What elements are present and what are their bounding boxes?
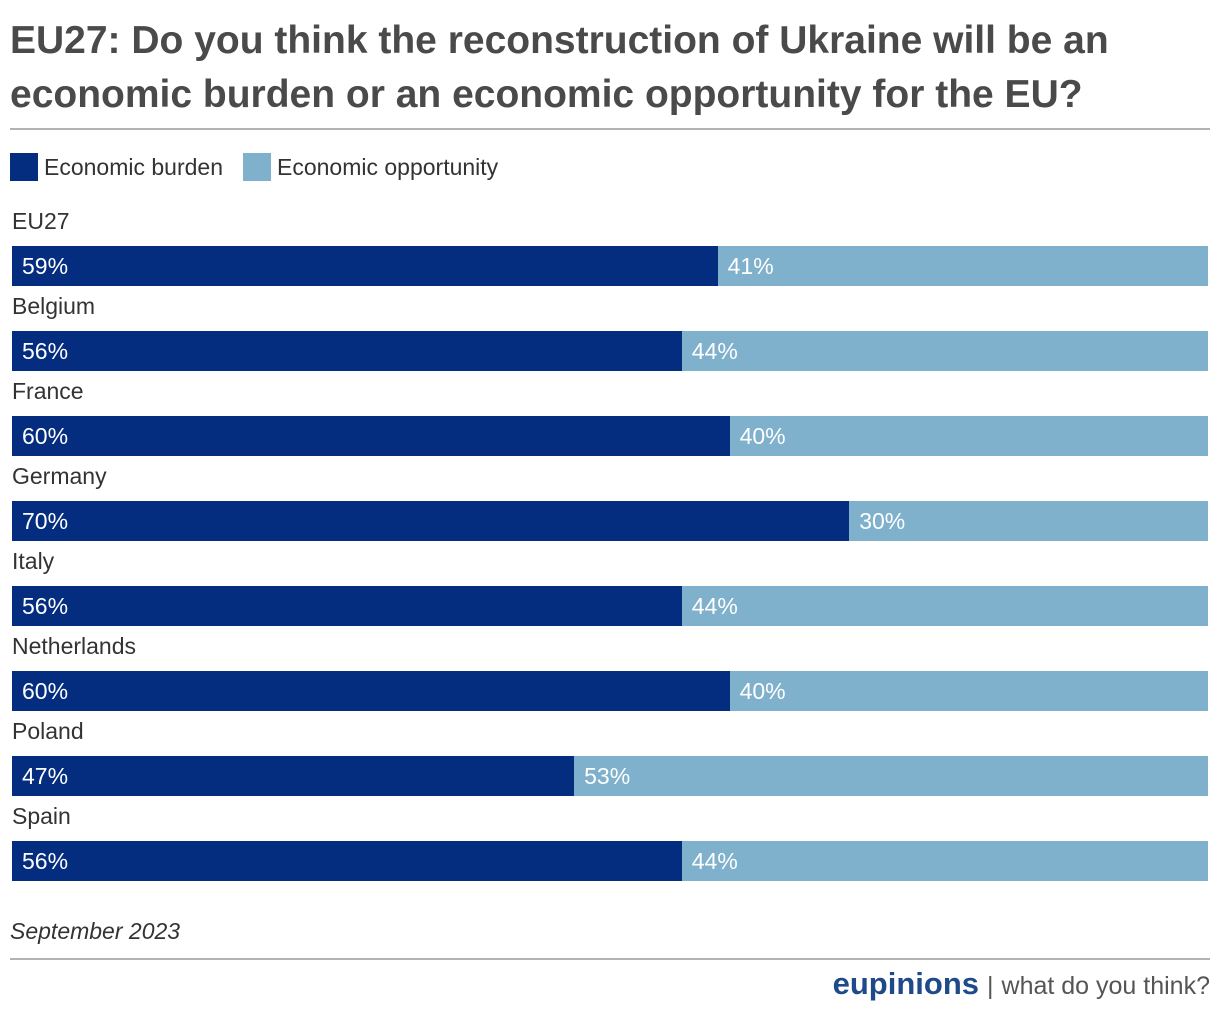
data-label: 40%: [739, 678, 786, 704]
data-label: 40%: [739, 423, 786, 449]
bar-segment-opportunity: 41%: [717, 246, 1208, 286]
bar-row: 56% 44%: [12, 841, 1208, 881]
brand-separator: |: [987, 972, 994, 1000]
bar-segment-burden: 59%: [12, 246, 718, 286]
data-label: 56%: [22, 848, 69, 874]
bar-segment-opportunity: 44%: [681, 331, 1208, 371]
category-label: Spain: [12, 803, 71, 829]
bar-segment-burden: 70%: [12, 501, 850, 541]
chart-title: EU27: Do you think the reconstruction of…: [10, 19, 1109, 116]
data-label: 56%: [22, 338, 69, 364]
bar-segment-opportunity: 53%: [574, 756, 1208, 796]
legend-item-burden: Economic burden: [10, 153, 223, 181]
legend-swatch-burden: [10, 153, 38, 181]
data-label: 41%: [727, 253, 774, 279]
survey-date: September 2023: [10, 918, 181, 944]
brand: eupinions | what do you think?: [833, 966, 1210, 1002]
legend-label-opportunity: Economic opportunity: [277, 153, 499, 180]
bar-segment-opportunity: 40%: [729, 671, 1208, 711]
bar-row: 56% 44%: [12, 331, 1208, 371]
category-label: Belgium: [12, 293, 96, 319]
category-label: Germany: [12, 463, 107, 489]
bar-row: 60% 40%: [12, 416, 1208, 456]
data-label: 44%: [691, 593, 738, 619]
bar-row: 56% 44%: [12, 586, 1208, 626]
bar-segment-opportunity: 40%: [729, 416, 1208, 456]
brand-logo: eupinions: [832, 966, 980, 1001]
bar-row: 47% 53%: [12, 756, 1208, 796]
data-label: 44%: [691, 338, 738, 364]
title-divider: [10, 128, 1210, 130]
bar-segment-opportunity: 44%: [681, 841, 1208, 881]
bar-segment-burden: 60%: [12, 671, 730, 711]
data-label: 53%: [584, 763, 631, 789]
bar-segment-opportunity: 44%: [681, 586, 1208, 626]
category-label: Netherlands: [12, 633, 137, 659]
bar-segment-burden: 56%: [12, 841, 682, 881]
legend-label-burden: Economic burden: [44, 153, 223, 180]
footer-divider: [10, 958, 1210, 960]
legend: Economic burden Economic opportunity: [10, 152, 518, 182]
legend-swatch-opportunity: [243, 153, 271, 181]
data-label: 56%: [22, 593, 69, 619]
data-label: 60%: [22, 423, 69, 449]
category-label: Poland: [12, 718, 84, 744]
bar-segment-burden: 56%: [12, 331, 682, 371]
bar-row: 60% 40%: [12, 671, 1208, 711]
data-label: 47%: [22, 763, 69, 789]
brand-tagline: what do you think?: [1001, 972, 1210, 1000]
data-label: 60%: [22, 678, 69, 704]
legend-item-opportunity: Economic opportunity: [243, 153, 498, 181]
bar-segment-burden: 47%: [12, 756, 575, 796]
bar-segment-opportunity: 30%: [849, 501, 1208, 541]
data-label: 59%: [22, 253, 69, 279]
bar-row: 70% 30%: [12, 501, 1208, 541]
data-label: 30%: [859, 508, 906, 534]
bar-row: 59% 41%: [12, 246, 1208, 286]
category-label: EU27: [12, 208, 70, 234]
data-label: 70%: [22, 508, 69, 534]
category-label: France: [12, 378, 84, 404]
bar-segment-burden: 56%: [12, 586, 682, 626]
category-label: Italy: [12, 548, 55, 574]
bar-segment-burden: 60%: [12, 416, 730, 456]
data-label: 44%: [691, 848, 738, 874]
